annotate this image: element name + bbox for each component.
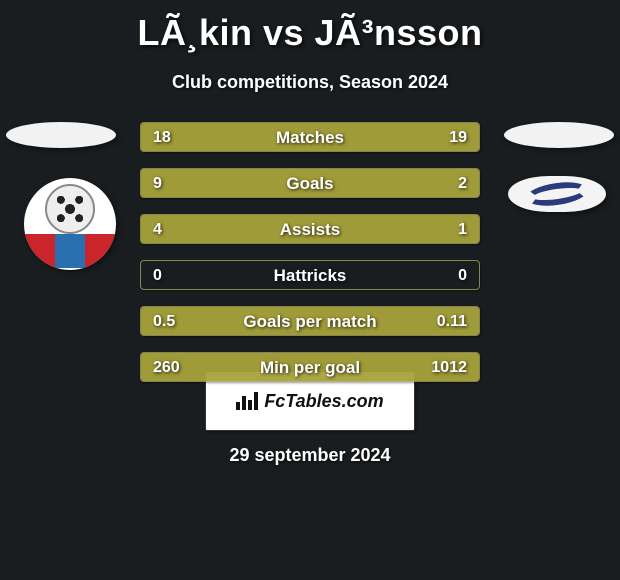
- stat-label: Goals per match: [141, 307, 479, 335]
- stat-value-right: 0.11: [437, 307, 467, 335]
- left-ellipse-decoration: [6, 122, 116, 148]
- stat-row: 18Matches19: [140, 122, 480, 152]
- comparison-card: LÃ¸kin vs JÃ³nsson Club competitions, Se…: [0, 0, 620, 580]
- stat-label: Assists: [141, 215, 479, 243]
- stat-label: Goals: [141, 169, 479, 197]
- date-label: 29 september 2024: [0, 445, 620, 466]
- stat-value-right: 1012: [431, 353, 467, 381]
- stat-label: Matches: [141, 123, 479, 151]
- stat-value-right: 19: [449, 123, 467, 151]
- subtitle: Club competitions, Season 2024: [0, 72, 620, 93]
- stripe: [24, 234, 55, 268]
- stat-row: 9Goals2: [140, 168, 480, 198]
- stat-row: 0.5Goals per match0.11: [140, 306, 480, 336]
- badge-stripes: [24, 234, 116, 268]
- soccer-ball-icon: [45, 184, 95, 234]
- stat-label: Hattricks: [141, 261, 479, 289]
- ring-icon: [525, 179, 589, 209]
- stat-label: Min per goal: [141, 353, 479, 381]
- stat-row: 0Hattricks0: [140, 260, 480, 290]
- stat-row: 4Assists1: [140, 214, 480, 244]
- stats-area: 18Matches19 9Goals2 4Assists1 0Hattricks0 0.…: [140, 122, 480, 398]
- right-club-badge: [508, 176, 606, 212]
- stripe: [85, 234, 116, 268]
- stripe: [55, 234, 86, 268]
- right-ellipse-decoration: [504, 122, 614, 148]
- stat-value-right: 2: [458, 169, 467, 197]
- stat-value-right: 1: [458, 215, 467, 243]
- stat-value-right: 0: [458, 261, 467, 289]
- left-club-badge: [24, 178, 116, 270]
- stat-row: 260Min per goal1012: [140, 352, 480, 382]
- page-title: LÃ¸kin vs JÃ³nsson: [0, 0, 620, 54]
